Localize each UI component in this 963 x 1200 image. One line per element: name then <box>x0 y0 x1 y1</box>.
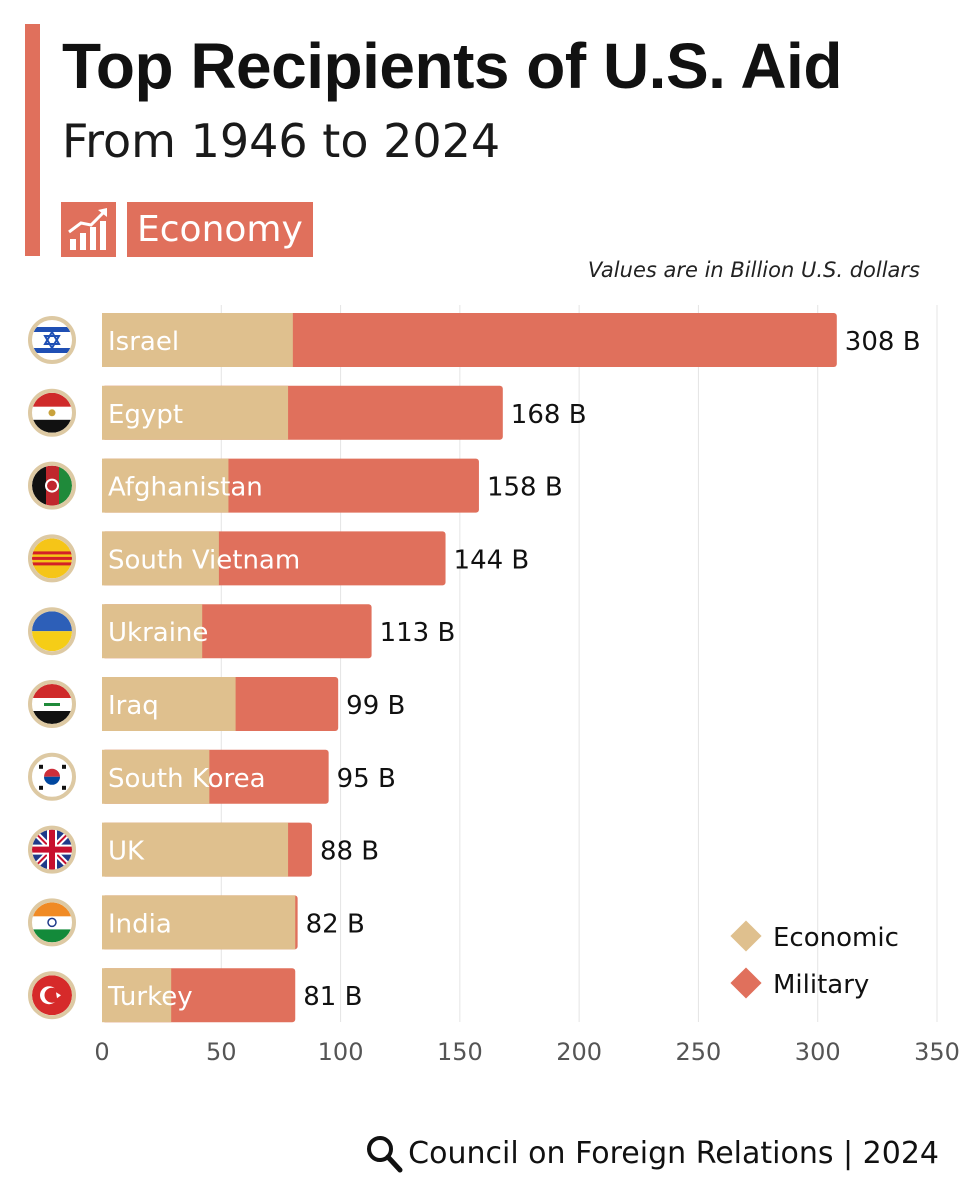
ukraine-flag-icon <box>28 607 76 656</box>
bar-country-label: India <box>108 909 172 939</box>
bar-value-label: 82 B <box>306 909 365 939</box>
x-tick-label: 350 <box>914 1038 960 1066</box>
accent-bar <box>25 24 40 256</box>
bar-value-label: 144 B <box>454 545 530 575</box>
turkey-flag-icon <box>28 971 76 1020</box>
afghanistan-flag-icon <box>28 461 76 510</box>
bar-value-label: 88 B <box>320 837 379 867</box>
legend-swatch-military <box>730 967 762 999</box>
south-vietnam-flag-icon <box>28 534 76 583</box>
iraq-flag-icon <box>28 680 76 728</box>
legend-label-economic: Economic <box>773 923 899 953</box>
bar-country-label: Israel <box>108 327 179 357</box>
bar-country-label: South Korea <box>108 764 266 794</box>
bar-value-label: 158 B <box>487 473 563 503</box>
bar-country-label: Turkey <box>107 982 193 1012</box>
x-tick-label: 200 <box>556 1038 602 1066</box>
x-tick-label: 0 <box>94 1038 109 1066</box>
bar-economic <box>102 749 210 804</box>
category-tag: Economy <box>127 202 313 257</box>
bar-value-label: 308 B <box>845 327 921 357</box>
bar-economic <box>102 677 236 731</box>
x-tick-label: 100 <box>318 1038 364 1066</box>
bar-value-label: 168 B <box>511 400 587 430</box>
bar-chart: Israel 308 B Egypt 168 B Afghanistan 158 B Sou… <box>28 305 960 1066</box>
egypt-flag-icon <box>28 388 76 437</box>
bar-value-label: 99 B <box>346 691 405 721</box>
x-tick-label: 250 <box>676 1038 722 1066</box>
chart-subtitle: From 1946 to 2024 <box>62 114 501 168</box>
uk-flag-icon <box>28 825 76 874</box>
x-tick-label: 300 <box>795 1038 841 1066</box>
trend-chart-icon <box>61 202 116 257</box>
magnifier-icon <box>367 1136 403 1173</box>
bar-country-label: Ukraine <box>108 618 208 648</box>
israel-flag-icon <box>28 316 76 364</box>
bar-economic <box>102 531 219 586</box>
bar-country-label: South Vietnam <box>108 545 300 575</box>
bar-value-label: 81 B <box>303 982 362 1012</box>
bar-country-label: UK <box>108 837 145 867</box>
source-text: Council on Foreign Relations | 2024 <box>408 1135 939 1171</box>
legend-swatch-economic <box>730 920 762 952</box>
x-tick-label: 50 <box>206 1038 237 1066</box>
x-tick-label: 150 <box>437 1038 483 1066</box>
bar-economic <box>102 822 289 877</box>
bar-economic <box>102 385 289 440</box>
bar-economic <box>102 313 293 367</box>
bar-country-label: Afghanistan <box>108 473 263 503</box>
bar-economic <box>102 968 172 1023</box>
bar-economic <box>102 895 296 950</box>
bar-country-label: Egypt <box>108 400 183 430</box>
south-korea-flag-icon <box>28 752 76 801</box>
source-credit: Council on Foreign Relations | 2024 <box>364 1133 939 1173</box>
bar-economic <box>102 604 203 659</box>
chart-title: Top Recipients of U.S. Aid <box>62 30 842 102</box>
india-flag-icon <box>28 898 76 947</box>
bar-economic <box>102 458 229 513</box>
bar-country-label: Iraq <box>108 691 159 721</box>
units-note: Values are in Billion U.S. dollars <box>587 258 920 282</box>
legend-label-military: Military <box>773 970 869 1000</box>
bar-value-label: 113 B <box>380 618 456 648</box>
bar-value-label: 95 B <box>337 764 396 794</box>
